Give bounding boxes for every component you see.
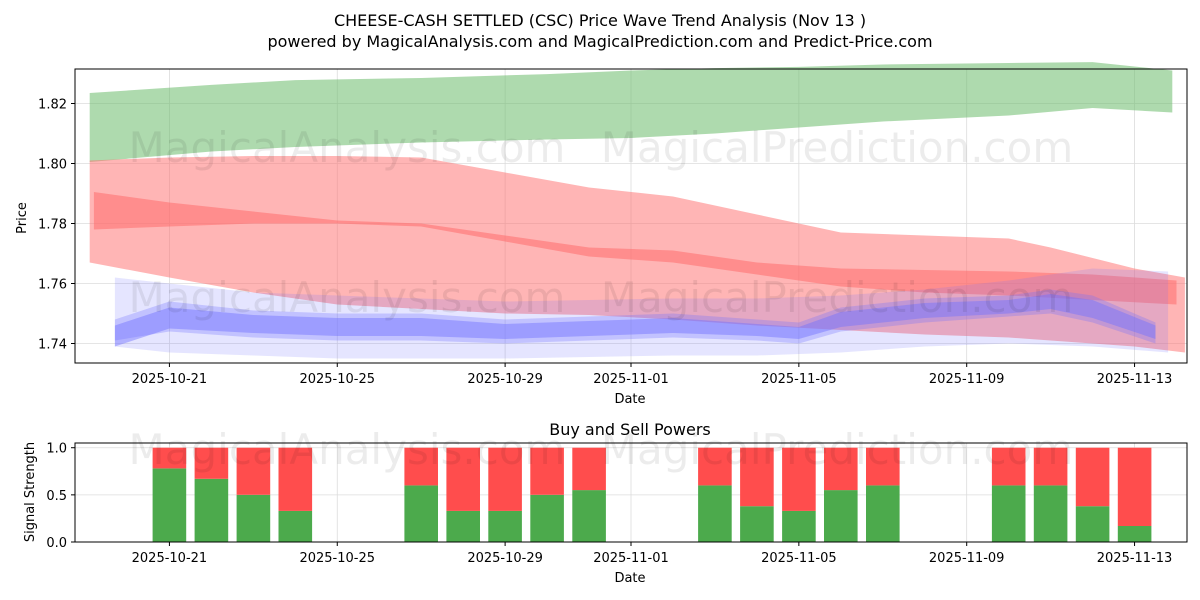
watermark-prediction-bottom: MagicalPrediction.com: [601, 425, 1074, 474]
buy-bar: [1075, 506, 1110, 542]
power-x-axis-label: Date: [614, 571, 645, 586]
buy-bar: [404, 485, 438, 542]
watermark-prediction-top: MagicalPrediction.com: [601, 123, 1074, 172]
price-x-axis-label: Date: [614, 392, 645, 407]
buy-bar: [698, 485, 732, 542]
red-core-band: [93, 192, 1177, 305]
blue-core-band: [114, 294, 1156, 347]
sell-bar: [404, 447, 438, 486]
sell-bar: [488, 447, 522, 511]
sell-bar: [782, 447, 816, 511]
sell-bar: [991, 447, 1026, 486]
price-y-tick-label: 1.80: [38, 158, 67, 173]
price-axis-ticks: 2025-10-21 2025-10-25 2025-10-29 2025-11-01…: [38, 98, 1172, 388]
watermark-analysis-top: MagicalAnalysis.com: [129, 123, 566, 172]
price-x-tick-label: 2025-11-13: [1097, 372, 1173, 387]
price-x-tick-label: 2025-10-21: [132, 372, 208, 387]
power-x-tick-label: 2025-11-13: [1097, 551, 1173, 566]
power-y-axis-label: Signal Strength: [23, 442, 38, 542]
chart-subtitle: powered by MagicalAnalysis.com and Magic…: [267, 32, 932, 51]
power-x-tick-label: 2025-11-01: [593, 551, 669, 566]
price-y-tick-label: 1.76: [38, 278, 67, 293]
buy-bar: [572, 490, 606, 542]
buy-bar: [991, 485, 1026, 542]
buy-bar: [194, 478, 229, 542]
power-x-tick-label: 2025-11-05: [761, 551, 837, 566]
sell-bar: [698, 447, 732, 486]
power-x-tick-label: 2025-10-29: [467, 551, 543, 566]
buy-bar: [236, 494, 271, 542]
sell-bar: [530, 447, 564, 495]
power-y-tick-label: 0.0: [46, 536, 67, 551]
buy-bar: [530, 494, 564, 542]
sell-bar: [866, 447, 900, 486]
price-y-tick-label: 1.74: [38, 338, 67, 353]
buy-bar: [740, 506, 774, 542]
sell-bar: [824, 447, 858, 491]
sell-bar: [1117, 447, 1152, 526]
buy-bar: [152, 468, 187, 542]
power-chart: Buy and Sell Powers 2025-10-21 2025-10-25…: [23, 420, 1188, 586]
sell-bar: [1033, 447, 1068, 486]
power-x-tick-label: 2025-11-09: [929, 551, 1005, 566]
power-y-tick-label: 1.0: [46, 442, 67, 457]
price-y-axis-label: Price: [15, 202, 30, 234]
price-x-tick-label: 2025-11-01: [593, 372, 669, 387]
buy-bar: [278, 510, 313, 542]
price-x-tick-label: 2025-11-09: [929, 372, 1005, 387]
buy-bar: [446, 510, 480, 542]
watermark-prediction-mid: MagicalPrediction.com: [601, 273, 1074, 322]
green-wave-band: [89, 62, 1173, 162]
buy-bar: [1117, 526, 1152, 542]
watermark-analysis-bottom: MagicalAnalysis.com: [129, 425, 566, 474]
buy-bar: [488, 510, 522, 542]
sell-bar: [194, 447, 229, 479]
price-y-tick-label: 1.82: [38, 98, 67, 113]
buy-bar: [782, 510, 816, 542]
power-bars: [152, 447, 1152, 542]
sell-bar: [446, 447, 480, 511]
price-chart: 2025-10-21 2025-10-25 2025-10-29 2025-11-01…: [15, 62, 1188, 407]
power-x-tick-label: 2025-10-21: [132, 551, 208, 566]
sell-bar: [1075, 447, 1110, 507]
sell-bar: [152, 447, 187, 469]
buy-bar: [1033, 485, 1068, 542]
sell-bar: [236, 447, 271, 495]
price-x-tick-label: 2025-11-05: [761, 372, 837, 387]
blue-outer-band: [114, 268, 1169, 359]
watermark-analysis-mid: MagicalAnalysis.com: [129, 273, 566, 322]
price-wave-bands: [89, 62, 1185, 359]
sell-bar: [278, 447, 313, 511]
buy-bar: [824, 490, 858, 542]
power-x-tick-label: 2025-10-25: [299, 551, 375, 566]
chart-title: CHEESE-CASH SETTLED (CSC) Price Wave Tre…: [334, 11, 866, 30]
price-x-tick-label: 2025-10-29: [467, 372, 543, 387]
price-x-tick-label: 2025-10-25: [299, 372, 375, 387]
price-y-tick-label: 1.78: [38, 218, 67, 233]
buy-bar: [866, 485, 900, 542]
sell-bar: [740, 447, 774, 507]
sell-bar: [572, 447, 606, 491]
power-y-tick-label: 0.5: [46, 489, 67, 504]
power-chart-title: Buy and Sell Powers: [549, 420, 711, 439]
power-axis-ticks: 2025-10-21 2025-10-25 2025-10-29 2025-11-01…: [46, 442, 1172, 566]
blue-mid-band: [114, 289, 1156, 344]
